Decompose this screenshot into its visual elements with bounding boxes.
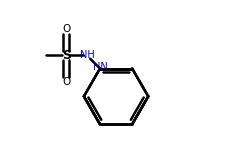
Text: NH: NH — [79, 51, 94, 61]
Text: HN: HN — [93, 62, 108, 72]
Text: S: S — [61, 49, 70, 62]
Text: O: O — [62, 77, 70, 87]
Text: O: O — [62, 24, 70, 34]
